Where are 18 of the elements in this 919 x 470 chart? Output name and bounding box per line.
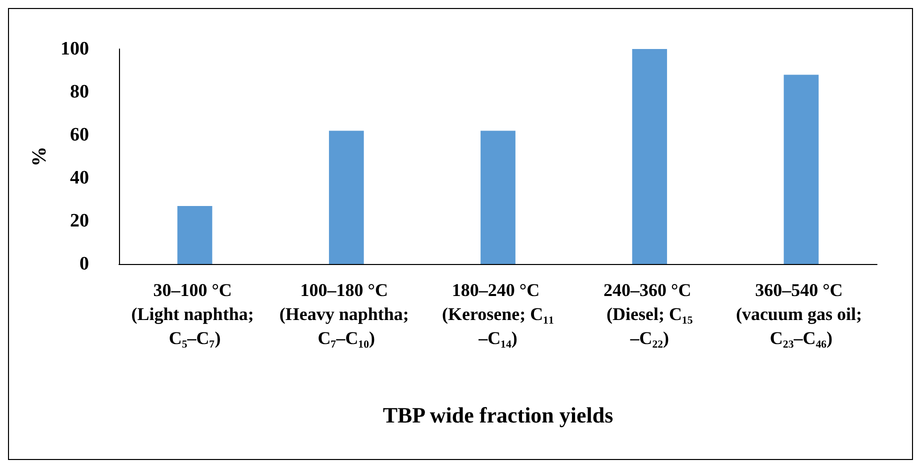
x-tick-label: 180–240 °C (Kerosene; C₁₁–C₁₄) bbox=[442, 280, 554, 348]
y-tick-label: 60 bbox=[70, 124, 89, 146]
bar bbox=[177, 206, 212, 264]
bar bbox=[784, 74, 819, 264]
y-tick-label: 40 bbox=[70, 168, 89, 188]
y-tick-label: 0 bbox=[80, 254, 89, 274]
y-tick-label: 100 bbox=[60, 38, 89, 60]
x-axis-title: TBP wide fraction yields bbox=[382, 402, 614, 428]
y-tick-label: 80 bbox=[70, 82, 89, 102]
bar bbox=[632, 49, 668, 264]
x-tick-label: 360–540 °C (vacuum gas oil; C₂₃–C₄₆) bbox=[736, 280, 866, 348]
x-tick-label: 100–180 °C (Heavy naphtha; C₇–C₁₀) bbox=[279, 280, 414, 348]
x-tick-label: 240–360 °C (Diesel; C₁₅–C₂₂) bbox=[604, 280, 696, 348]
y-axis-title: % bbox=[28, 146, 51, 166]
bar bbox=[328, 130, 364, 264]
bar bbox=[480, 130, 516, 264]
y-tick-label: 20 bbox=[70, 210, 89, 232]
x-tick-label: 30–100 °C (Light naphtha; C₅–C₇) bbox=[131, 280, 258, 348]
